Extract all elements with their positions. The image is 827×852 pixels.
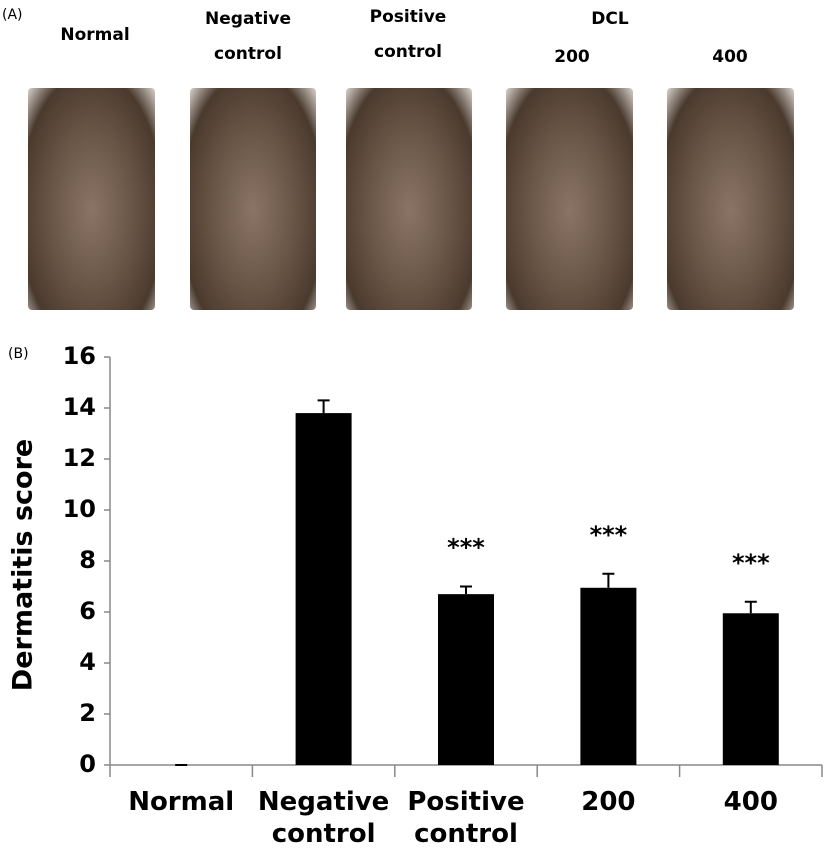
- photo: [506, 88, 633, 310]
- y-tick-label: 12: [63, 444, 96, 472]
- photo-label: Normal: [60, 25, 130, 45]
- y-tick-label: 2: [79, 699, 96, 727]
- error-bar: [317, 399, 330, 414]
- photo: [346, 88, 472, 310]
- error-bar: [744, 600, 757, 614]
- x-tick-label: Normal: [128, 787, 235, 817]
- photo-label: Positive control: [369, 7, 447, 62]
- x-tick-label: 400: [723, 787, 778, 817]
- significance-label: ***: [447, 534, 485, 562]
- photo-label: Negative control: [205, 9, 291, 64]
- error-bar: [602, 572, 615, 588]
- panel-label: (A): [2, 7, 23, 23]
- significance-label: ***: [732, 549, 770, 577]
- photo-label: 400: [712, 47, 748, 67]
- photo: [190, 88, 316, 310]
- significance-label: ***: [590, 521, 628, 549]
- photo-label: 200: [554, 47, 590, 67]
- x-tick-label: Negative control: [257, 787, 390, 849]
- photo: [28, 88, 155, 310]
- y-tick-label: 16: [63, 342, 96, 370]
- y-tick-label: 0: [79, 750, 96, 778]
- panel-label: (B): [8, 346, 29, 362]
- bar: [295, 413, 352, 765]
- bar: [580, 587, 637, 765]
- y-tick-label: 8: [79, 546, 96, 574]
- x-tick-label: Positive control: [407, 787, 525, 849]
- photo: [667, 88, 794, 310]
- bar: [438, 594, 494, 765]
- y-tick-label: 4: [79, 648, 96, 676]
- error-bar: [460, 585, 472, 595]
- photo-group-label: DCL: [591, 9, 629, 29]
- y-tick-label: 14: [63, 393, 96, 421]
- y-tick-label: 6: [79, 597, 96, 625]
- x-tick-label: 200: [581, 787, 636, 817]
- bar: [722, 613, 779, 765]
- y-axis-title: Dermatitis score: [8, 439, 39, 691]
- y-tick-label: 10: [63, 495, 96, 523]
